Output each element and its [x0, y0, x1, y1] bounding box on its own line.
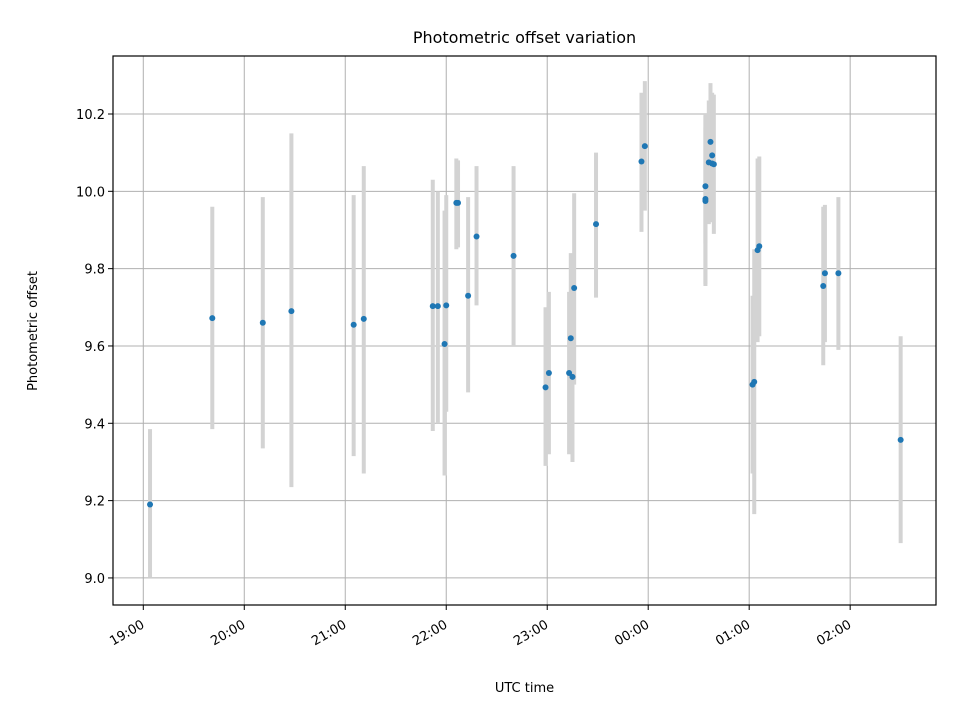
data-point — [820, 283, 827, 290]
data-point — [209, 315, 216, 322]
x-tick-label: 22:00 — [410, 617, 450, 649]
data-point — [707, 138, 714, 145]
data-points — [147, 138, 904, 508]
y-tick-label: 9.0 — [84, 572, 105, 587]
data-point — [569, 373, 576, 380]
data-point — [897, 436, 904, 443]
data-point — [465, 292, 472, 299]
data-point — [350, 321, 357, 328]
data-point — [360, 315, 367, 322]
x-axis-ticks: 19:00 20:00 21:00 22:00 23:00 00:00 01:00 02:00 — [107, 605, 854, 649]
error-bars — [148, 81, 903, 578]
y-tick-label: 9.4 — [84, 417, 105, 432]
data-point — [593, 221, 600, 228]
data-point — [542, 384, 549, 391]
x-tick-label: 00:00 — [612, 617, 652, 649]
data-point — [567, 335, 574, 342]
x-tick-label: 20:00 — [208, 617, 248, 649]
data-point — [710, 161, 717, 168]
data-point — [638, 158, 645, 165]
plot-frame — [112, 55, 937, 606]
data-point — [545, 370, 552, 377]
data-point — [702, 183, 709, 190]
y-tick-label: 9.6 — [84, 340, 105, 355]
data-point — [756, 243, 763, 250]
data-point — [510, 252, 517, 259]
y-tick-label: 9.2 — [84, 495, 105, 510]
data-point — [821, 270, 828, 277]
chart-title: Photometric offset variation — [413, 28, 636, 47]
x-tick-label: 01:00 — [713, 617, 753, 649]
data-point — [702, 196, 709, 203]
data-point — [288, 308, 295, 315]
data-point — [751, 378, 758, 385]
y-tick-label: 9.8 — [84, 263, 105, 278]
x-tick-label: 02:00 — [814, 617, 854, 649]
data-point — [429, 303, 436, 310]
data-point — [441, 341, 448, 348]
data-point — [473, 233, 480, 240]
data-point — [147, 501, 154, 508]
data-point — [835, 270, 842, 277]
y-axis-ticks: 9.0 9.2 9.4 9.6 9.8 10.0 10.2 — [76, 108, 113, 587]
x-tick-label: 19:00 — [107, 617, 147, 649]
y-tick-label: 10.2 — [76, 108, 105, 123]
grid-lines — [113, 56, 936, 605]
data-point — [443, 302, 450, 309]
data-point — [566, 370, 573, 377]
x-tick-label: 21:00 — [309, 617, 349, 649]
data-point — [641, 143, 648, 150]
y-axis-label: Photometric offset — [26, 271, 41, 391]
data-point — [455, 199, 462, 206]
data-point — [709, 152, 716, 159]
x-tick-label: 23:00 — [511, 617, 551, 649]
y-tick-label: 10.0 — [76, 185, 105, 200]
data-point — [571, 284, 578, 291]
data-point — [434, 303, 441, 310]
x-axis-label: UTC time — [495, 681, 554, 696]
data-point — [259, 319, 266, 326]
